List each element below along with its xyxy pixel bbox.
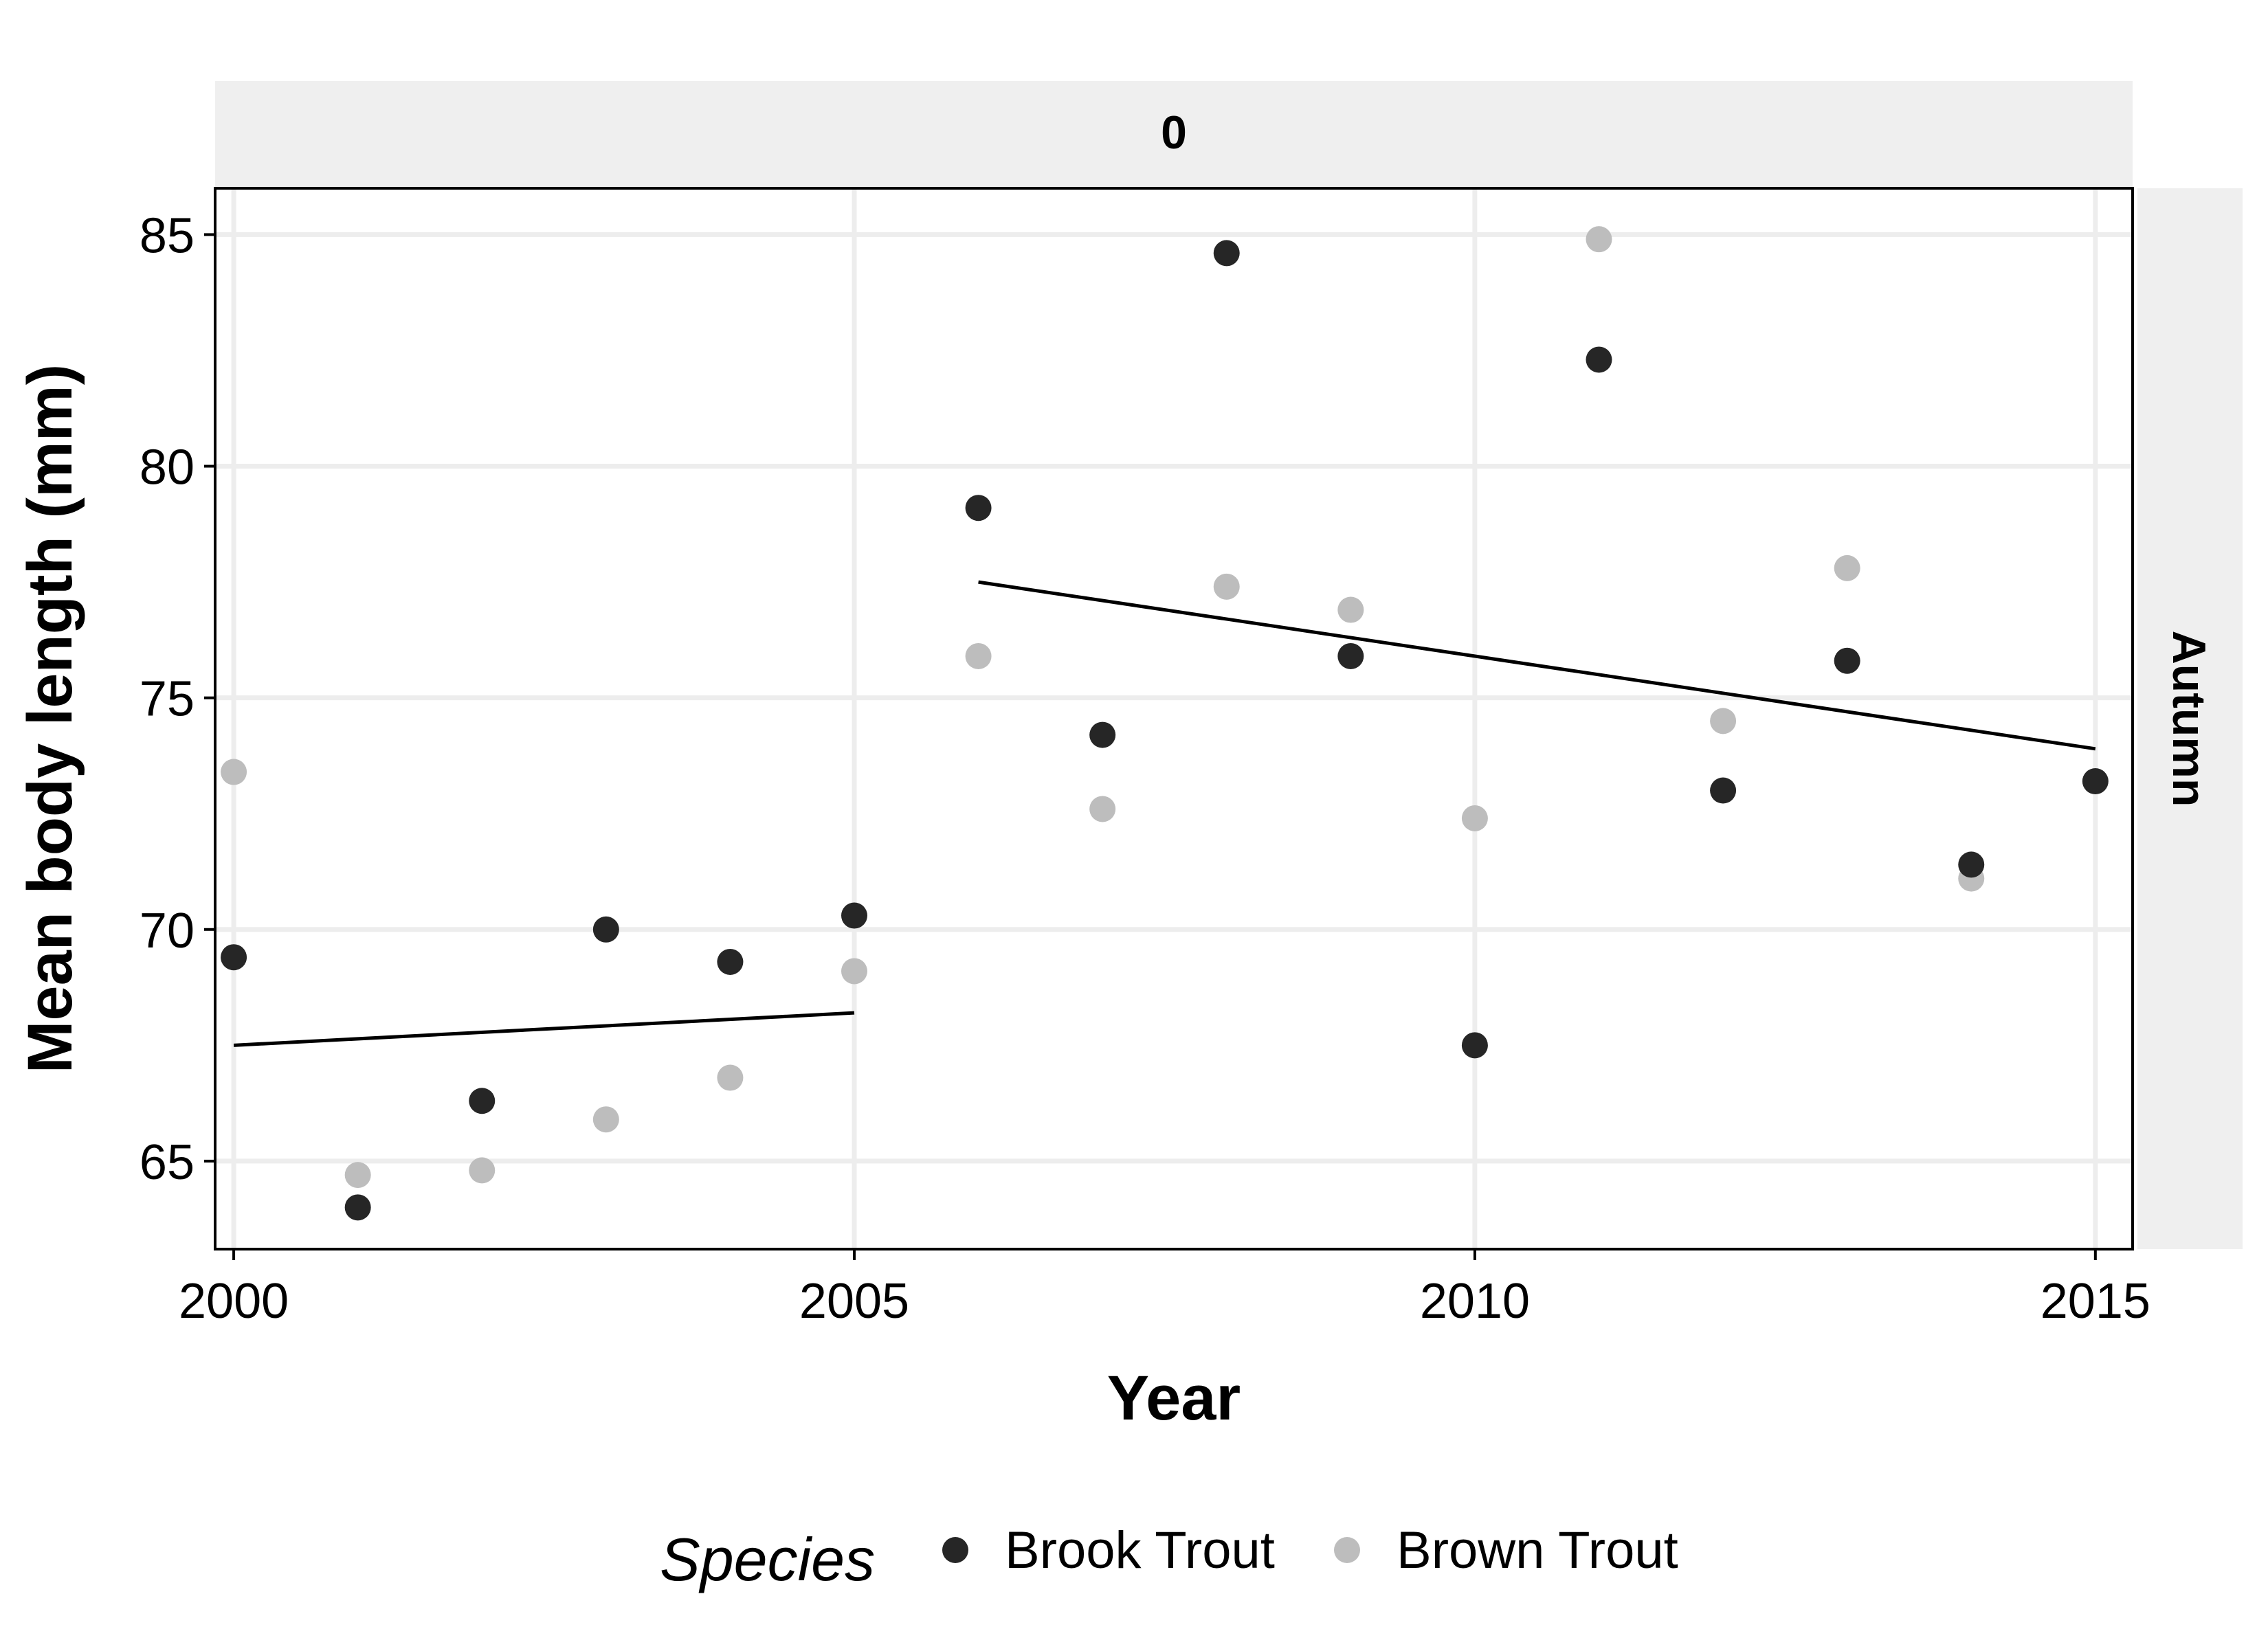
y-tick-label-85: 85 (140, 208, 194, 263)
point-brook-trout-2008 (1213, 240, 1240, 267)
y-tick-label-80: 80 (140, 440, 194, 495)
point-brook-trout-2006 (965, 495, 992, 521)
x-axis-title: Year (1107, 1363, 1241, 1433)
point-brown-trout-2004 (717, 1064, 744, 1091)
point-brook-trout-2001 (344, 1194, 371, 1221)
point-brook-trout-2011 (1586, 346, 1612, 373)
point-brown-trout-2011 (1586, 226, 1612, 253)
legend-key-brown-trout (1334, 1537, 1360, 1563)
facet-strip-top (215, 81, 2133, 188)
gridlines (215, 188, 2133, 1249)
point-brown-trout-2002 (469, 1157, 496, 1184)
point-brook-trout-2010 (1461, 1032, 1488, 1059)
point-brook-trout-2014 (1958, 851, 1985, 878)
y-tick-label-75: 75 (140, 672, 194, 727)
point-brown-trout-2006 (965, 642, 992, 669)
trend-lines (233, 580, 2096, 1047)
x-tick-label-2000: 2000 (179, 1274, 289, 1329)
point-brook-trout-2005 (841, 902, 867, 929)
point-brook-trout-2002 (469, 1088, 496, 1114)
y-axis: 65 70 75 80 85 (140, 208, 215, 1190)
point-brown-trout-2013 (1834, 554, 1860, 581)
facet-strip-top-label: 0 (1161, 106, 1187, 159)
data-points (221, 226, 2109, 1221)
x-tick-label-2010: 2010 (1420, 1274, 1530, 1329)
point-brook-trout-2007 (1089, 721, 1116, 748)
legend-label-brook-trout: Brook Trout (1005, 1521, 1275, 1580)
point-brook-trout-2015 (2082, 768, 2109, 795)
legend-key-brook-trout (942, 1537, 968, 1563)
x-axis: 2000 2005 2010 2015 (179, 1249, 2150, 1329)
point-brown-trout-2008 (1213, 573, 1240, 600)
legend-label-brown-trout: Brown Trout (1397, 1521, 1678, 1580)
y-axis-title: Mean body length (mm) (15, 364, 85, 1073)
panel-border (214, 187, 2134, 1250)
y-tick-label-70: 70 (140, 904, 194, 958)
legend-title: Species (660, 1525, 875, 1593)
point-brook-trout-2003 (592, 916, 619, 943)
point-brown-trout-2012 (1710, 708, 1737, 734)
legend: Species Brook Trout Brown Trout (660, 1521, 1678, 1593)
point-brook-trout-2013 (1834, 647, 1860, 674)
point-brown-trout-2003 (592, 1106, 619, 1133)
point-brook-trout-2012 (1710, 777, 1737, 804)
facet-strip-right (2137, 188, 2243, 1249)
point-brown-trout-2010 (1461, 805, 1488, 831)
x-tick-label-2005: 2005 (799, 1274, 909, 1329)
trend-line-2 (978, 580, 2096, 751)
point-brown-trout-2001 (344, 1162, 371, 1189)
point-brown-trout-2009 (1337, 596, 1364, 623)
point-brook-trout-2000 (221, 944, 247, 971)
facet-strip-right-label: Autumn (2163, 631, 2215, 807)
point-brown-trout-2007 (1089, 796, 1116, 822)
point-brook-trout-2009 (1337, 642, 1364, 669)
x-tick-label-2015: 2015 (2041, 1274, 2150, 1329)
point-brown-trout-2005 (841, 958, 867, 985)
plot-panel (215, 188, 2133, 1249)
trend-line-1 (233, 1011, 855, 1047)
point-brown-trout-2000 (221, 759, 247, 785)
y-tick-label-65: 65 (140, 1135, 194, 1190)
point-brook-trout-2004 (717, 948, 744, 975)
